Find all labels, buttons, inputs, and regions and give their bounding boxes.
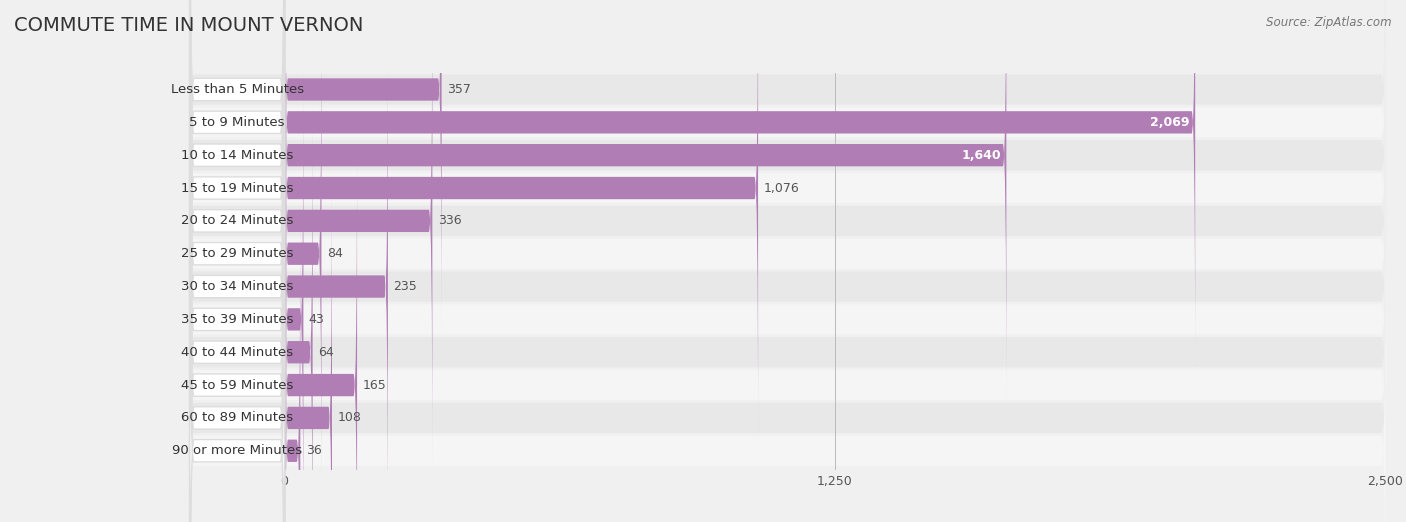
FancyBboxPatch shape [188, 72, 1386, 522]
FancyBboxPatch shape [284, 101, 312, 522]
FancyBboxPatch shape [284, 0, 433, 472]
Text: 1,640: 1,640 [962, 149, 1001, 162]
FancyBboxPatch shape [284, 134, 357, 522]
FancyBboxPatch shape [188, 0, 1386, 501]
FancyBboxPatch shape [188, 137, 1386, 522]
FancyBboxPatch shape [190, 0, 284, 440]
FancyBboxPatch shape [190, 0, 284, 374]
FancyBboxPatch shape [284, 0, 1007, 407]
FancyBboxPatch shape [284, 0, 1195, 374]
Text: Less than 5 Minutes: Less than 5 Minutes [170, 83, 304, 96]
Text: 108: 108 [337, 411, 361, 424]
Text: 35 to 39 Minutes: 35 to 39 Minutes [181, 313, 294, 326]
FancyBboxPatch shape [188, 104, 1386, 522]
FancyBboxPatch shape [190, 167, 284, 522]
FancyBboxPatch shape [188, 0, 1386, 468]
Text: 36: 36 [305, 444, 322, 457]
Text: 84: 84 [326, 247, 343, 260]
Text: 43: 43 [309, 313, 325, 326]
FancyBboxPatch shape [190, 101, 284, 522]
Text: 30 to 34 Minutes: 30 to 34 Minutes [181, 280, 294, 293]
FancyBboxPatch shape [284, 167, 332, 522]
FancyBboxPatch shape [188, 39, 1386, 522]
FancyBboxPatch shape [190, 0, 284, 522]
FancyBboxPatch shape [284, 0, 758, 440]
Text: 165: 165 [363, 378, 387, 392]
FancyBboxPatch shape [188, 6, 1386, 522]
Text: 20 to 24 Minutes: 20 to 24 Minutes [181, 215, 294, 228]
FancyBboxPatch shape [188, 0, 1386, 522]
FancyBboxPatch shape [188, 0, 1386, 436]
FancyBboxPatch shape [284, 35, 388, 522]
Text: 5 to 9 Minutes: 5 to 9 Minutes [190, 116, 285, 129]
FancyBboxPatch shape [284, 68, 304, 522]
Text: 10 to 14 Minutes: 10 to 14 Minutes [181, 149, 294, 162]
Text: 2,069: 2,069 [1150, 116, 1189, 129]
Text: Source: ZipAtlas.com: Source: ZipAtlas.com [1267, 16, 1392, 29]
Text: 64: 64 [318, 346, 333, 359]
Text: 336: 336 [437, 215, 461, 228]
FancyBboxPatch shape [190, 134, 284, 522]
FancyBboxPatch shape [190, 35, 284, 522]
FancyBboxPatch shape [190, 0, 284, 472]
Text: 60 to 89 Minutes: 60 to 89 Minutes [181, 411, 294, 424]
FancyBboxPatch shape [190, 0, 284, 407]
Text: 1,076: 1,076 [763, 182, 799, 195]
FancyBboxPatch shape [188, 0, 1386, 403]
Text: 15 to 19 Minutes: 15 to 19 Minutes [181, 182, 294, 195]
Text: COMMUTE TIME IN MOUNT VERNON: COMMUTE TIME IN MOUNT VERNON [14, 16, 363, 34]
Text: 40 to 44 Minutes: 40 to 44 Minutes [181, 346, 294, 359]
FancyBboxPatch shape [190, 68, 284, 522]
FancyBboxPatch shape [190, 0, 284, 505]
FancyBboxPatch shape [188, 0, 1386, 522]
FancyBboxPatch shape [284, 0, 441, 341]
FancyBboxPatch shape [190, 2, 284, 522]
Text: 235: 235 [394, 280, 418, 293]
FancyBboxPatch shape [284, 2, 322, 505]
FancyBboxPatch shape [188, 0, 1386, 522]
Text: 357: 357 [447, 83, 471, 96]
Text: 90 or more Minutes: 90 or more Minutes [172, 444, 302, 457]
Text: 45 to 59 Minutes: 45 to 59 Minutes [181, 378, 294, 392]
Text: 25 to 29 Minutes: 25 to 29 Minutes [181, 247, 294, 260]
FancyBboxPatch shape [284, 199, 301, 522]
